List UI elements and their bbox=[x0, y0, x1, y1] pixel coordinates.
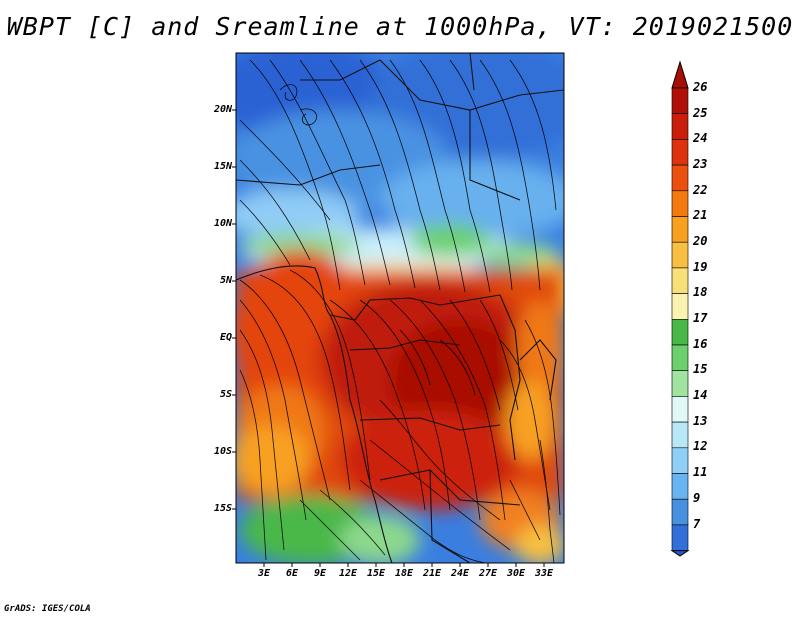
colorbar-label-20: 20 bbox=[693, 234, 708, 248]
grads-credit: GrADS: IGES/COLA bbox=[4, 604, 91, 614]
lat-label-15n: 15N bbox=[213, 161, 232, 172]
lon-label-30e: 30E bbox=[506, 568, 526, 579]
colorbar-label-16: 16 bbox=[693, 337, 708, 351]
axis-ticks bbox=[232, 109, 545, 567]
colorbar-label-13: 13 bbox=[693, 414, 708, 428]
colorbar-label-19: 19 bbox=[693, 260, 708, 274]
lon-label-21e: 21E bbox=[422, 568, 442, 579]
colorbar-label-15: 15 bbox=[693, 362, 708, 376]
colorbar-label-26: 26 bbox=[693, 80, 708, 94]
wbpt-field bbox=[236, 53, 564, 563]
colorbar-label-24: 24 bbox=[693, 131, 708, 145]
colorbar-label-9: 9 bbox=[693, 491, 701, 505]
lon-label-33e: 33E bbox=[534, 568, 554, 579]
lat-label-5n: 5N bbox=[219, 275, 232, 286]
colorbar bbox=[670, 60, 690, 557]
coastline-borders bbox=[236, 53, 564, 563]
colorbar-top-arrow bbox=[671, 60, 689, 89]
colorbar-label-23: 23 bbox=[693, 157, 708, 171]
colorbar-label-12: 12 bbox=[693, 439, 708, 453]
lon-label-9e: 9E bbox=[313, 568, 327, 579]
colorbar-label-22: 22 bbox=[693, 183, 708, 197]
colorbar-label-17: 17 bbox=[693, 311, 708, 325]
colorbar-label-21: 21 bbox=[693, 208, 708, 222]
lon-label-27e: 27E bbox=[478, 568, 498, 579]
lat-label-10n: 10N bbox=[213, 218, 232, 229]
lon-label-18e: 18E bbox=[394, 568, 414, 579]
colorbar-label-7: 7 bbox=[693, 517, 701, 531]
lon-label-3e: 3E bbox=[257, 568, 271, 579]
lat-label-10s: 10S bbox=[213, 446, 232, 457]
map-frame bbox=[235, 52, 565, 564]
lat-label-20n: 20N bbox=[213, 104, 232, 115]
lat-label-15s: 15S bbox=[213, 503, 232, 514]
lon-label-6e: 6E bbox=[285, 568, 299, 579]
lon-label-24e: 24E bbox=[450, 568, 470, 579]
streamlines bbox=[239, 59, 561, 563]
colorbar-label-14: 14 bbox=[693, 388, 708, 402]
map-title: WBPT [C] and Sreamline at 1000hPa, VT: 2… bbox=[6, 12, 794, 41]
lon-label-15e: 15E bbox=[366, 568, 386, 579]
lat-label-5s: 5S bbox=[219, 389, 232, 400]
colorbar-label-18: 18 bbox=[693, 285, 708, 299]
colorbar-label-25: 25 bbox=[693, 106, 708, 120]
lon-label-12e: 12E bbox=[338, 568, 358, 579]
lat-label-eq: EQ bbox=[219, 332, 232, 343]
colorbar-label-11: 11 bbox=[693, 465, 708, 479]
colorbar-bottom-arrow bbox=[670, 550, 690, 557]
